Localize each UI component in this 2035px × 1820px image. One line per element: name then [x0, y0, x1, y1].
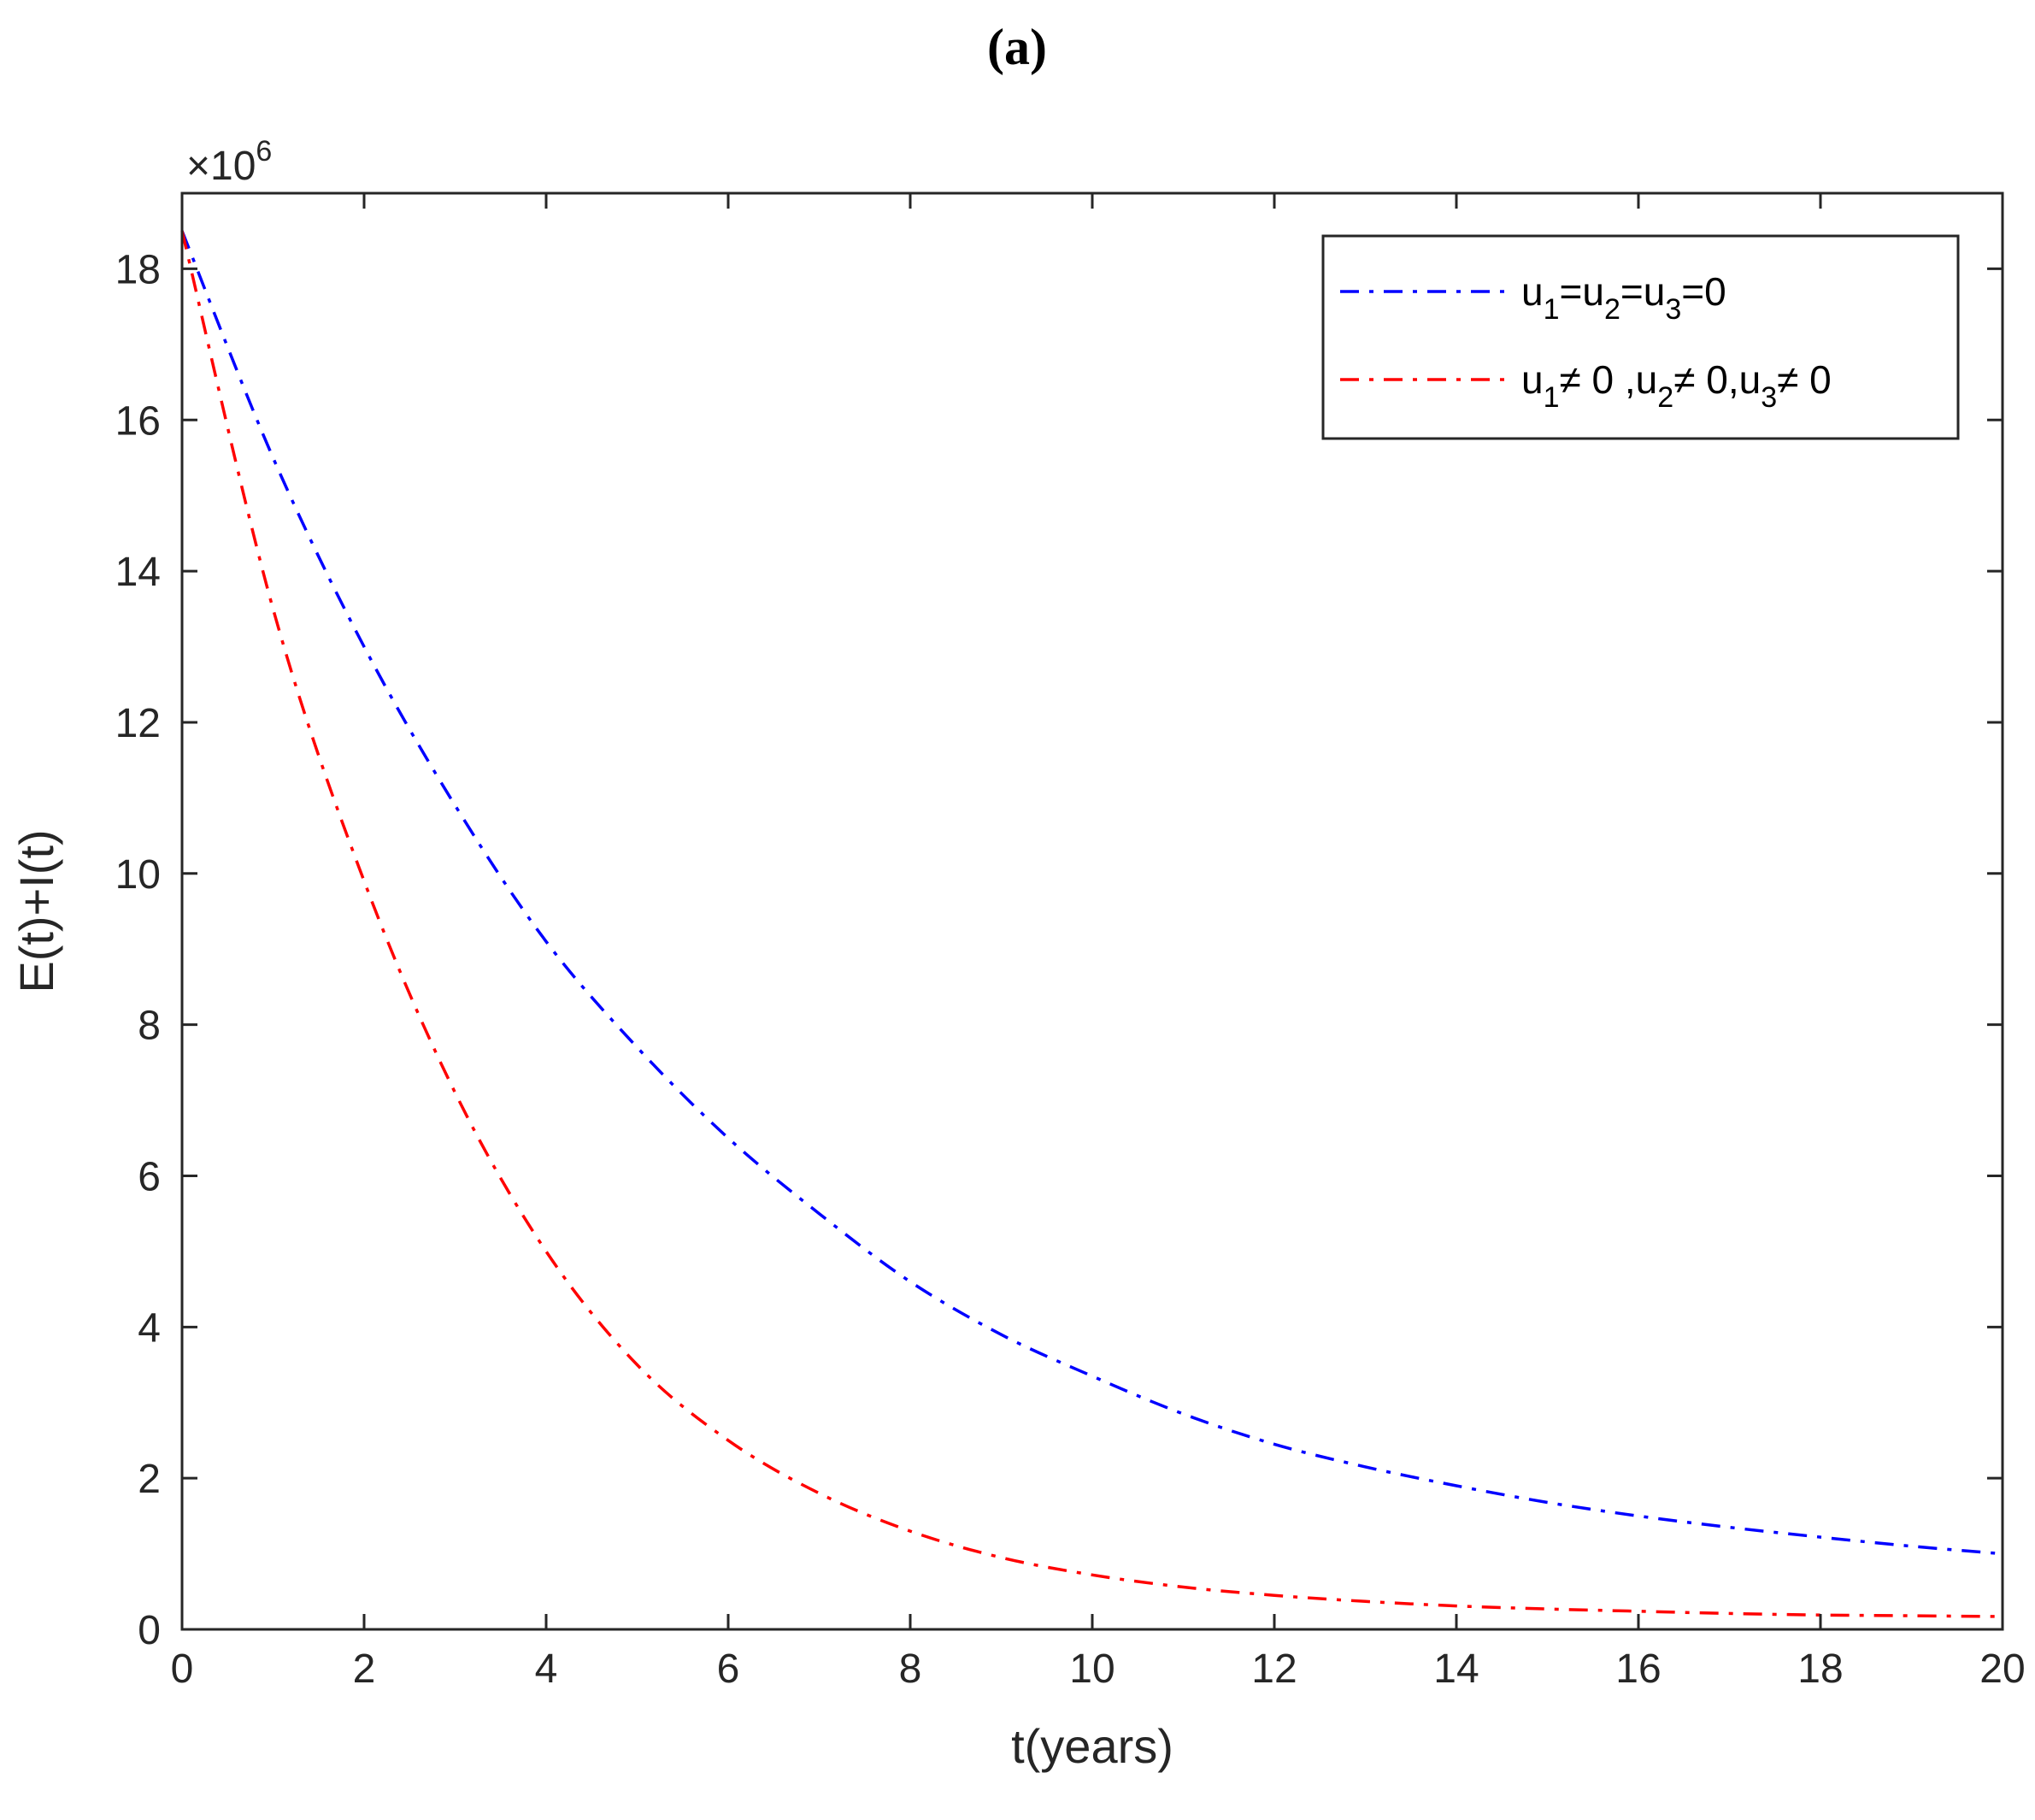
- legend-text-part: =u: [1560, 269, 1604, 314]
- legend-label-1: u1=u2=u3=0: [1521, 269, 1726, 326]
- legend-label-2: u1≠ 0 ,u2≠ 0,u3≠ 0: [1521, 357, 1832, 414]
- series-line-2: [180, 230, 2003, 1618]
- y-tick-label: 16: [115, 398, 161, 444]
- y-tick-label: 12: [115, 701, 161, 746]
- legend: u1=u2=u3=0u1≠ 0 ,u2≠ 0,u3≠ 0: [1321, 234, 1960, 440]
- legend-text-part: u: [1521, 269, 1544, 314]
- y-tick-label: 8: [138, 1004, 161, 1049]
- legend-subscript: 2: [1604, 293, 1620, 326]
- x-tick-label: 2: [353, 1646, 376, 1692]
- x-tick-label: 20: [1979, 1646, 2025, 1692]
- x-tick-label: 18: [1797, 1646, 1843, 1692]
- legend-text-part: =u: [1620, 269, 1665, 314]
- chart-title: (a): [987, 19, 1047, 75]
- y-tick-label: 6: [138, 1154, 161, 1199]
- series-line-1: [180, 230, 2003, 1556]
- legend-text-part: ≠ 0: [1777, 357, 1832, 402]
- legend-subscript: 3: [1665, 293, 1681, 326]
- y-tick-label: 2: [138, 1457, 161, 1502]
- legend-subscript: 2: [1657, 381, 1673, 414]
- y-tick-label: 14: [115, 550, 161, 595]
- x-tick-label: 12: [1251, 1646, 1297, 1692]
- x-tick-label: 16: [1615, 1646, 1661, 1692]
- legend-subscript: 3: [1761, 381, 1777, 414]
- y-axis-exponent: ×106: [186, 135, 272, 189]
- series-layer: [180, 230, 2003, 1618]
- y-tick-label: 0: [138, 1608, 161, 1653]
- legend-text-part: =0: [1681, 269, 1726, 314]
- legend-box: [1321, 234, 1960, 440]
- x-tick-label: 4: [535, 1646, 558, 1692]
- x-tick-label: 10: [1069, 1646, 1115, 1692]
- plot-area-frame: [180, 191, 2004, 1631]
- x-tick-label: 8: [899, 1646, 922, 1692]
- legend-text-part: ≠ 0 ,u: [1560, 357, 1658, 402]
- y-exponent-power: 6: [256, 135, 272, 168]
- x-tick-label: 0: [171, 1646, 194, 1692]
- y-tick-label: 10: [115, 852, 161, 898]
- legend-text-part: u: [1521, 357, 1544, 402]
- x-axis-label: t(years): [1011, 1719, 1173, 1773]
- legend-subscript: 1: [1544, 293, 1560, 326]
- y-exponent-base: ×10: [186, 144, 256, 189]
- y-tick-label: 4: [138, 1305, 161, 1351]
- y-tick-label: 18: [115, 247, 161, 292]
- x-tick-label: 6: [717, 1646, 740, 1692]
- x-tick-label: 14: [1433, 1646, 1479, 1692]
- y-axis-label: E(t)+I(t): [9, 829, 63, 992]
- legend-text-part: ≠ 0,u: [1673, 357, 1761, 402]
- legend-subscript: 1: [1544, 381, 1560, 414]
